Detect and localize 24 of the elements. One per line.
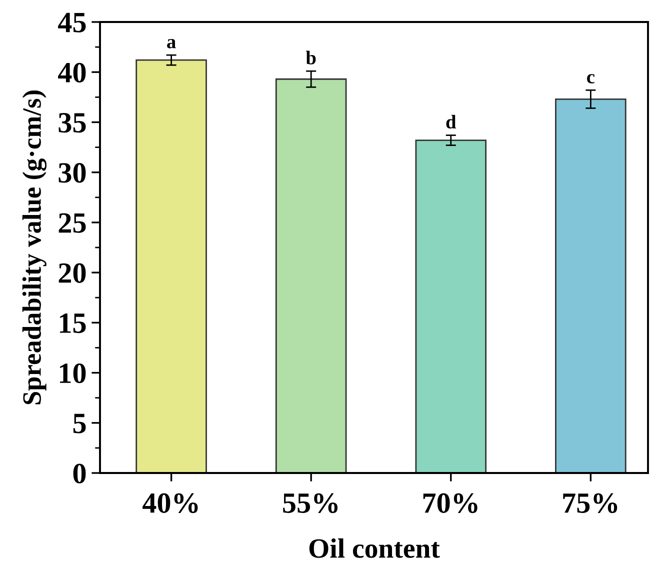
y-tick-label: 20 — [58, 263, 86, 283]
annotation: a — [167, 39, 176, 48]
x-tick-label: 70% — [423, 493, 478, 514]
y-tick-label: 45 — [58, 12, 86, 32]
annotation: b — [306, 50, 316, 64]
y-tick-label: 25 — [58, 213, 86, 233]
y-axis-title: Spreadability value (g·cm/s) — [22, 90, 47, 404]
x-tick-label: 40% — [142, 493, 198, 514]
bar — [555, 98, 626, 473]
x-tick-label: 75% — [563, 493, 618, 514]
y-tick-label: 35 — [58, 113, 86, 133]
y-tick-label: 0 — [73, 464, 86, 484]
bar — [136, 59, 207, 473]
y-tick-label: 5 — [73, 414, 86, 434]
x-tick-label: 55% — [283, 493, 338, 514]
x-axis-title: Oil content — [309, 538, 440, 558]
y-tick-label: 30 — [58, 163, 86, 183]
annotation: d — [446, 114, 456, 129]
annotation: c — [587, 74, 595, 84]
y-tick-label: 15 — [60, 314, 86, 334]
bar — [415, 140, 487, 473]
y-tick-label: 40 — [58, 62, 86, 83]
y-tick-label: 10 — [60, 364, 86, 384]
bar — [275, 78, 347, 473]
